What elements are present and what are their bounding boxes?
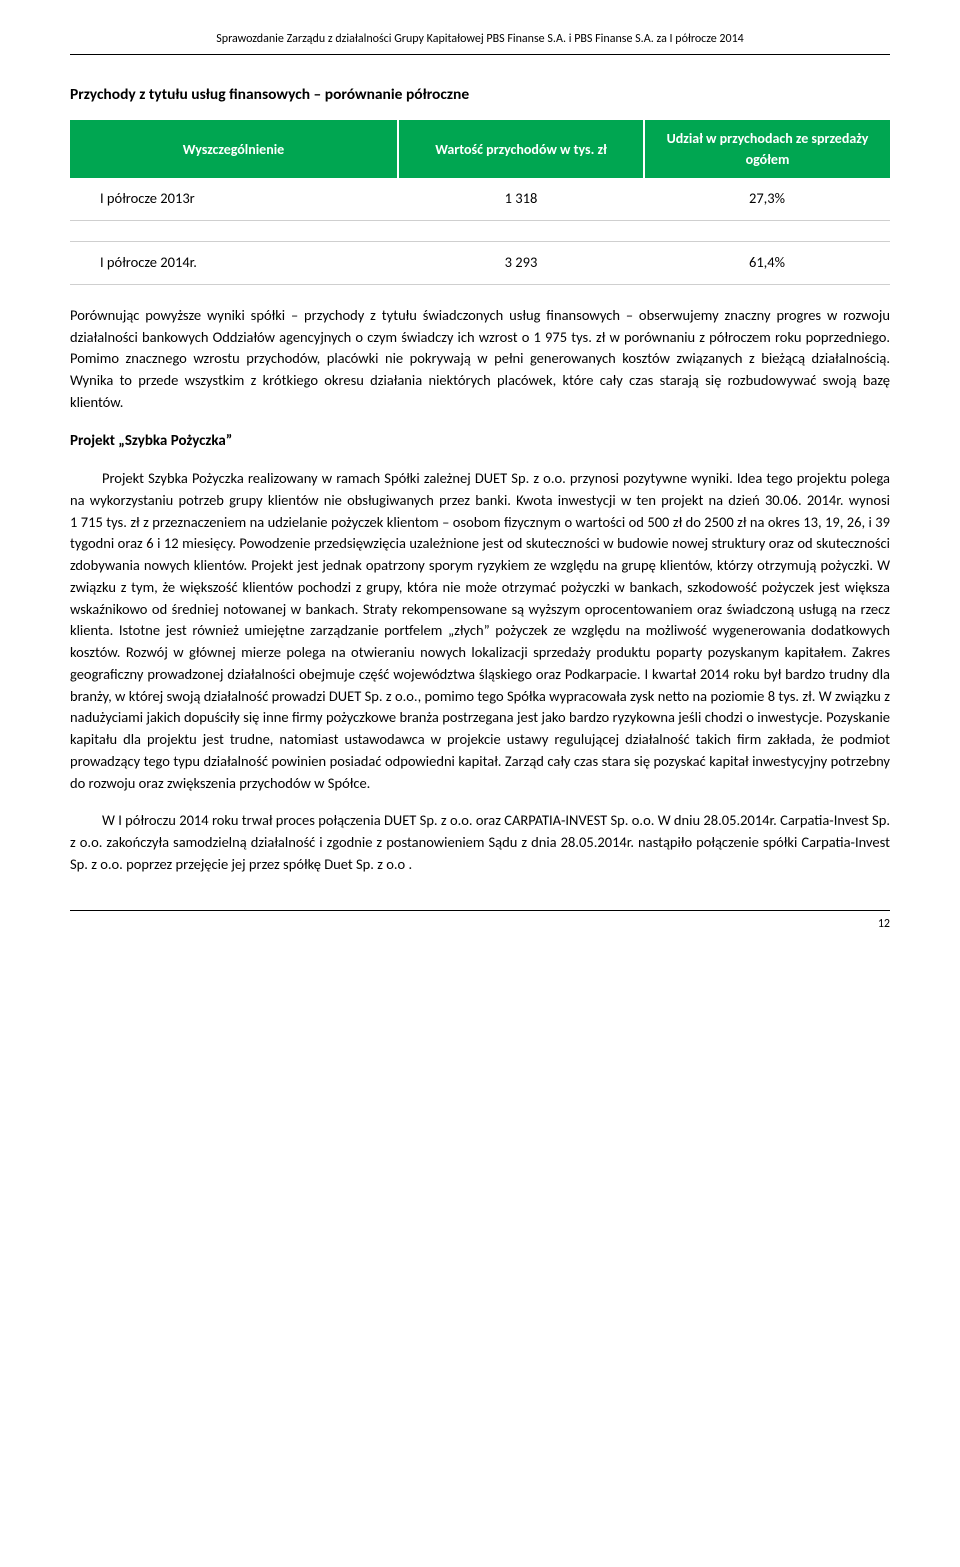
page-number: 12	[70, 915, 890, 933]
cell-value: 1 318	[398, 178, 644, 220]
project-heading: Projekt „Szybka Pożyczka”	[70, 430, 890, 453]
section-subtitle: Przychody z tytułu usług finansowych – p…	[70, 83, 890, 106]
col-header-share: Udział w przychodach ze sprzedaży ogółem	[644, 120, 890, 178]
cell-label: I półrocze 2013r	[70, 178, 398, 220]
header-divider	[70, 54, 890, 55]
table-gap-row	[70, 221, 890, 242]
cell-share: 27,3%	[644, 178, 890, 220]
table-row: I półrocze 2013r 1 318 27,3%	[70, 178, 890, 220]
table-row: I półrocze 2014r. 3 293 61,4%	[70, 242, 890, 285]
col-header-name: Wyszczególnienie	[70, 120, 398, 178]
page-header: Sprawozdanie Zarządu z działalności Grup…	[70, 30, 890, 54]
cell-share: 61,4%	[644, 242, 890, 285]
revenue-comparison-table: Wyszczególnienie Wartość przychodów w ty…	[70, 120, 890, 285]
cell-label: I półrocze 2014r.	[70, 242, 398, 285]
paragraph-2: Projekt Szybka Pożyczka realizowany w ra…	[70, 468, 890, 794]
paragraph-3: W I półroczu 2014 roku trwał proces połą…	[70, 810, 890, 875]
paragraph-1: Porównując powyższe wyniki spółki – przy…	[70, 305, 890, 414]
table-header-row: Wyszczególnienie Wartość przychodów w ty…	[70, 120, 890, 178]
col-header-value: Wartość przychodów w tys. zł	[398, 120, 644, 178]
footer-divider	[70, 910, 890, 911]
cell-value: 3 293	[398, 242, 644, 285]
